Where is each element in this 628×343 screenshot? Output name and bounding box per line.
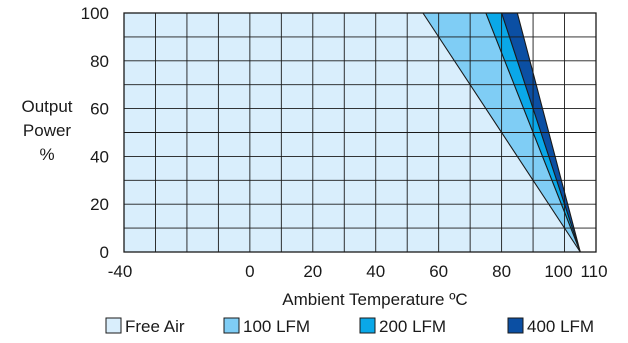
- x-tick-label: 0: [245, 262, 254, 281]
- x-tick-label: 80: [492, 262, 511, 281]
- legend-label: Free Air: [125, 317, 185, 336]
- legend-label: 100 LFM: [243, 317, 310, 336]
- x-tick-label: 100: [544, 262, 572, 281]
- x-tick-label: 110: [580, 262, 607, 281]
- x-tick-labels: -40 0 20 40 60 80 100 110: [108, 262, 608, 281]
- y-axis-title: Output Power%: [21, 97, 72, 164]
- x-axis-title: Ambient Temperature ºC: [282, 290, 467, 309]
- legend-label: 400 LFM: [527, 317, 594, 336]
- y-axis-title-line: Output: [21, 97, 72, 116]
- legend: Free Air 100 LFM 200 LFM 400 LFM: [105, 317, 594, 336]
- legend-swatch: [105, 317, 122, 334]
- y-tick-label: 20: [90, 195, 109, 214]
- y-axis-title-line: Power: [23, 121, 72, 140]
- legend-swatch: [359, 317, 376, 334]
- y-tick-label: 80: [90, 52, 109, 71]
- y-tick-label: 0: [100, 243, 109, 262]
- x-tick-label: -40: [108, 262, 133, 281]
- x-tick-label: 20: [303, 262, 322, 281]
- x-tick-label: 40: [366, 262, 385, 281]
- y-axis-title-line: %: [39, 145, 54, 164]
- legend-label: 200 LFM: [379, 317, 446, 336]
- y-tick-labels: 0 20 40 60 80 100: [81, 4, 109, 262]
- y-tick-label: 60: [90, 100, 109, 119]
- y-tick-label: 40: [90, 147, 109, 166]
- plot-frame: [123, 12, 597, 253]
- y-tick-label: 100: [81, 4, 109, 23]
- x-tick-label: 60: [429, 262, 448, 281]
- legend-swatch: [223, 317, 240, 334]
- legend-swatch: [507, 317, 524, 334]
